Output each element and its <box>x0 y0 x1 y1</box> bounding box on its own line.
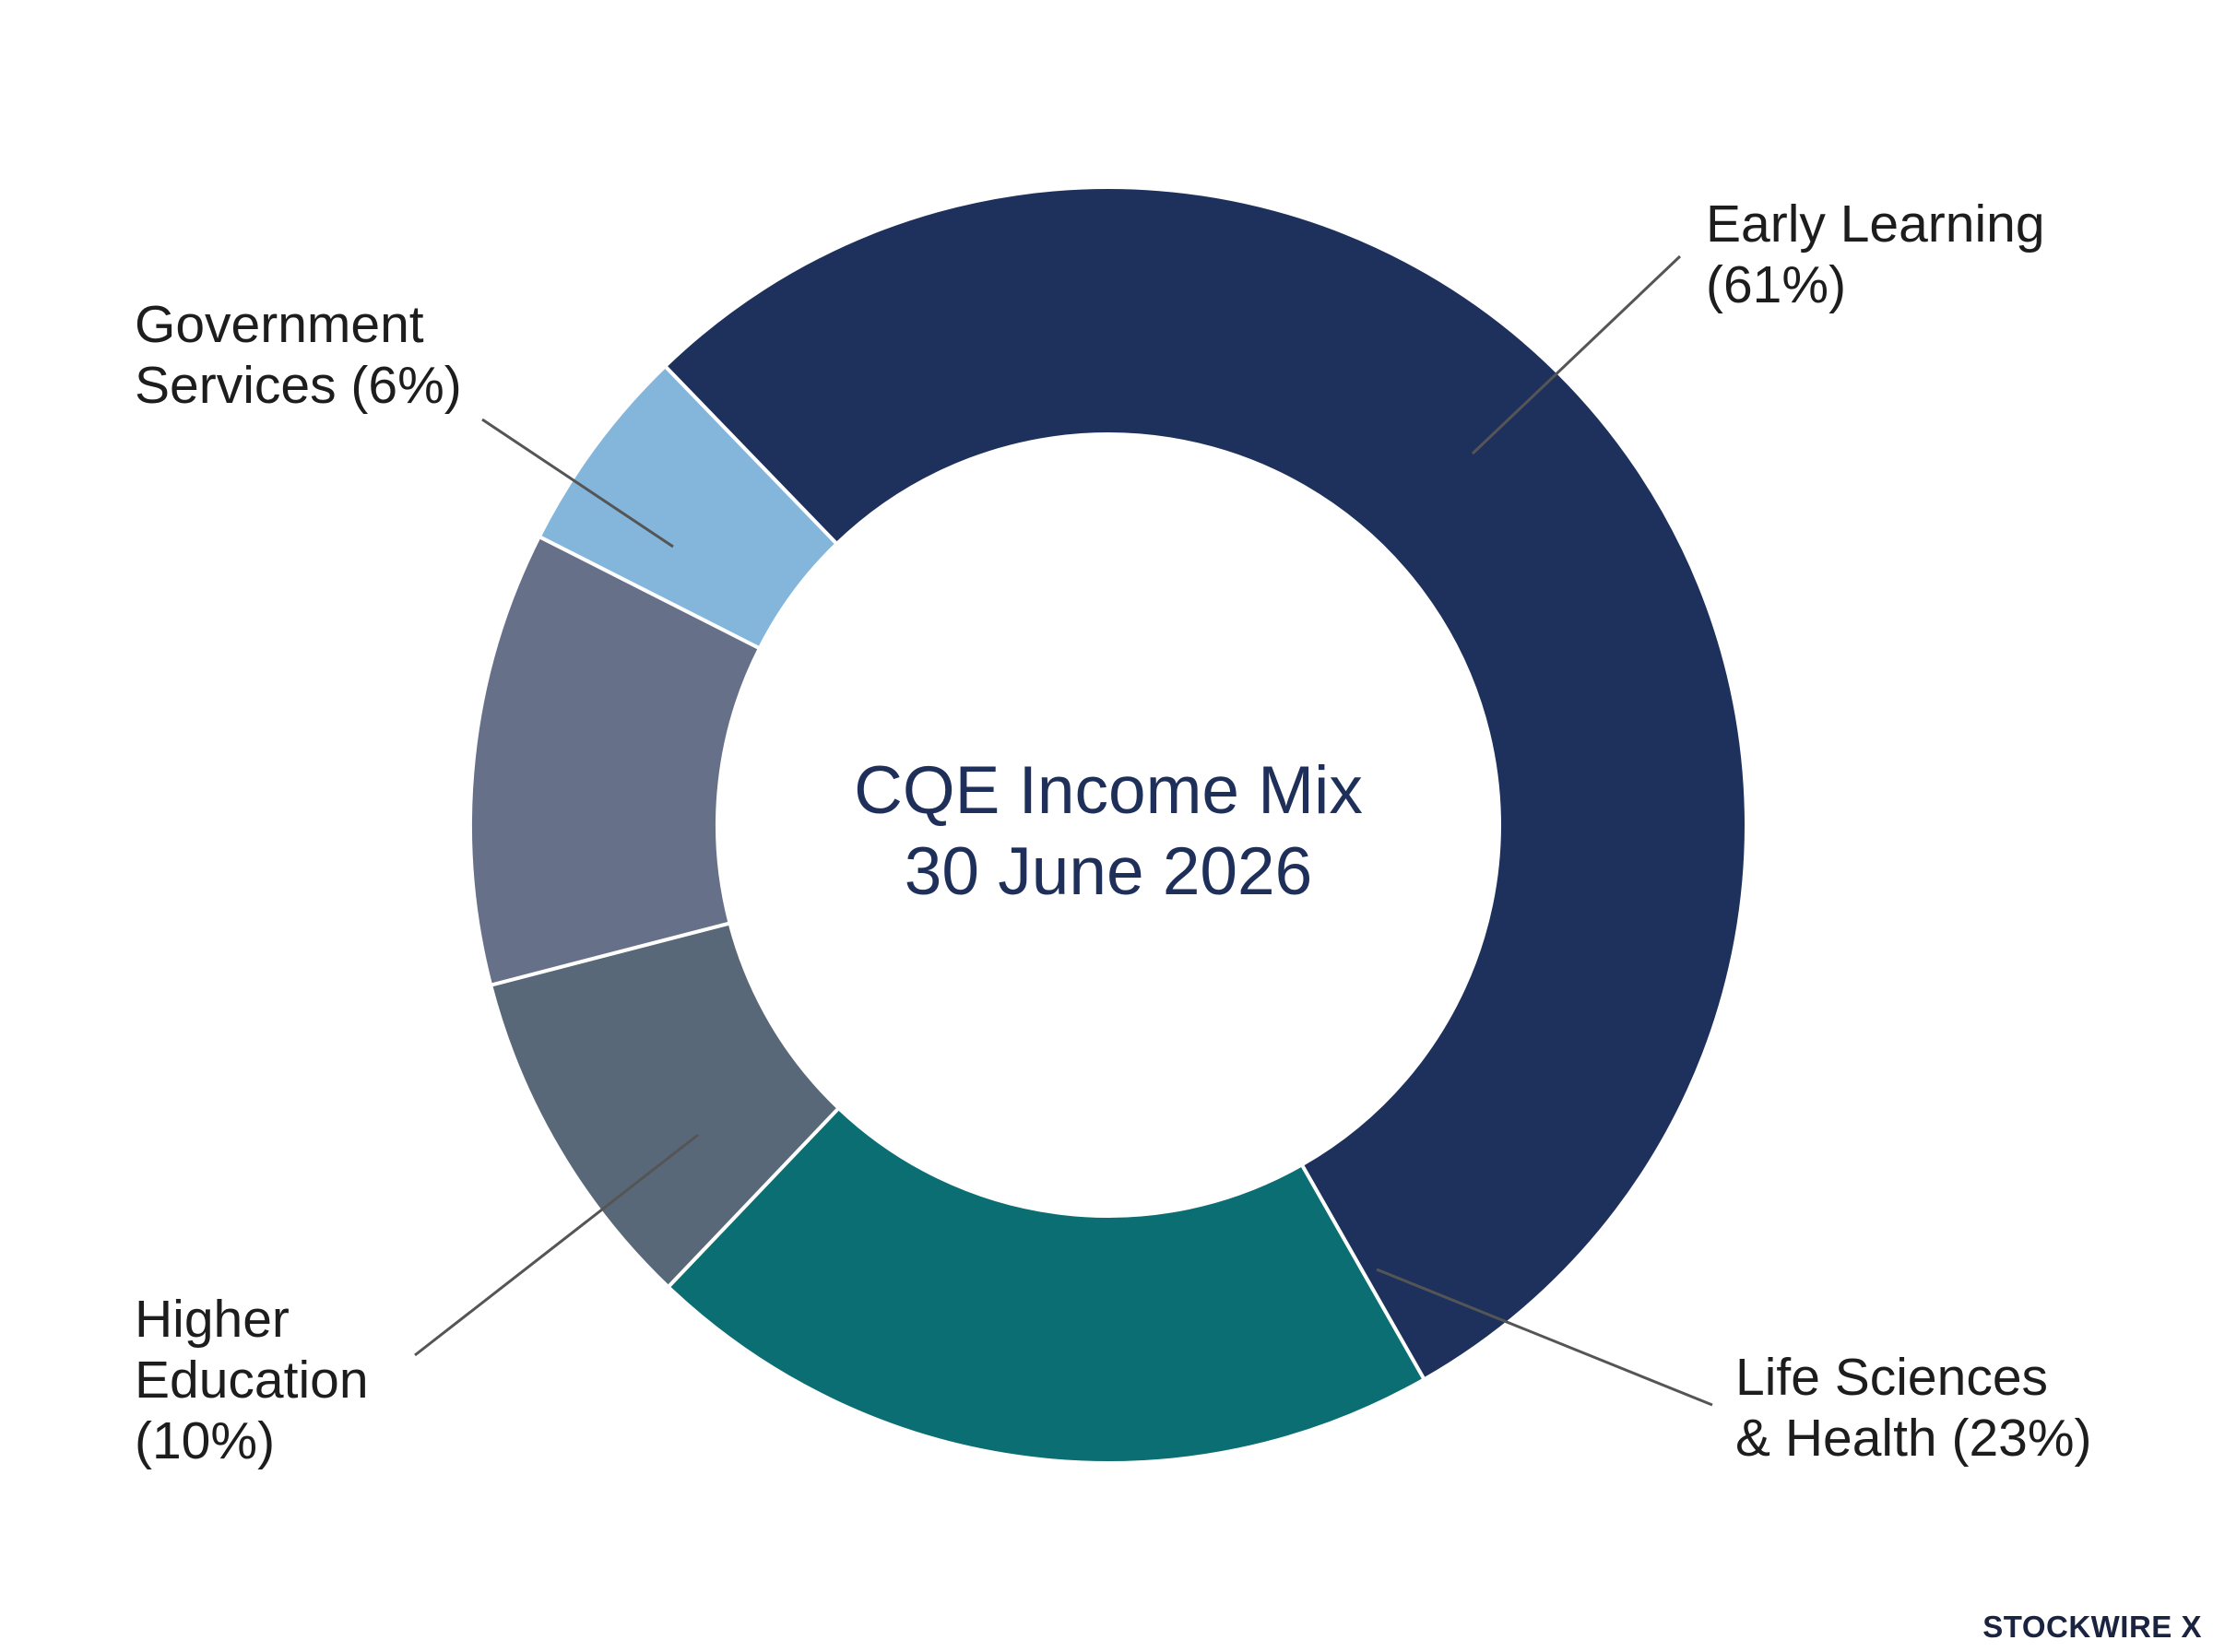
slice-labels: Early Learning (61%) Life Sciences & Health… <box>135 195 2092 1470</box>
slice-label-line: Education <box>135 1351 369 1410</box>
slice-label-line: Life Sciences <box>1735 1348 2048 1407</box>
slice-label: Government Services (6%) <box>135 295 462 415</box>
slice-label-line: Government <box>135 295 424 354</box>
slice-label-line: (10%) <box>135 1411 275 1470</box>
slice-government-services <box>537 363 840 651</box>
slice-label-line: (61%) <box>1706 255 1846 314</box>
donut-slices <box>468 185 1748 1465</box>
leader-line <box>414 1133 699 1357</box>
chart-title-line-2: 30 June 2026 <box>905 834 1312 909</box>
slice-label: Early Learning (61%) <box>1706 195 2045 314</box>
leader-line <box>481 418 674 549</box>
slice-label-line: Higher <box>135 1290 290 1349</box>
slice-label-line: & Health (23%) <box>1735 1409 2092 1468</box>
slice-early-learning <box>662 185 1748 1383</box>
leader-lines <box>414 254 1713 1407</box>
slice-unlabeled <box>468 534 763 988</box>
leader-line <box>1471 254 1682 455</box>
slice-label: Life Sciences & Health (23%) <box>1735 1348 2092 1468</box>
chart-title-line-1: CQE Income Mix <box>854 753 1363 828</box>
slice-label-line: Early Learning <box>1706 195 2045 254</box>
leader-line <box>1376 1268 1713 1407</box>
slice-label-line: Services (6%) <box>135 356 462 415</box>
slice-label: Higher Education (10%) <box>135 1290 369 1470</box>
stockwire-logo: STOCKWIRE X <box>1982 1610 2202 1644</box>
slice-life-sciences-health <box>665 1105 1427 1465</box>
